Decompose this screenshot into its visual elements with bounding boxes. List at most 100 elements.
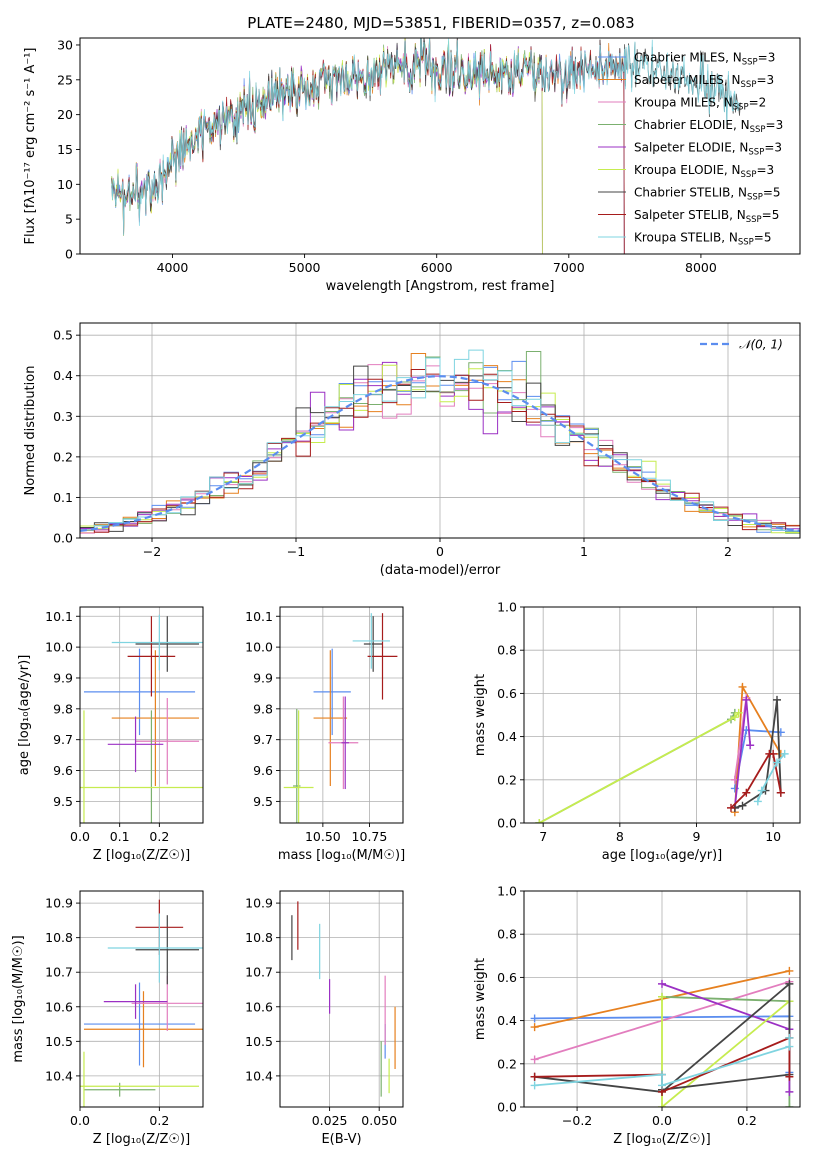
mass-vs-EBV-frame <box>279 890 404 1108</box>
x-tick-label: 0.0 <box>652 1113 672 1128</box>
x-tick-label: 0.2 <box>149 829 169 844</box>
data-point <box>313 650 348 786</box>
series-marker <box>757 786 766 795</box>
x-axis-label: (data-model)/error <box>380 563 501 578</box>
series-marker <box>780 749 789 758</box>
y-axis-label: age [log₁₀(age/yr)] <box>17 655 32 776</box>
data-point <box>352 613 390 669</box>
series-marker <box>530 1055 539 1064</box>
series-line <box>753 749 789 806</box>
series-marker <box>530 1072 539 1081</box>
y-tick-label: 25 <box>57 72 73 87</box>
series-marker <box>746 741 755 750</box>
y-tick-label: 10.0 <box>45 640 73 655</box>
series-marker <box>658 1081 666 1090</box>
y-tick-label: 9.8 <box>253 701 273 716</box>
x-axis-label: E(B-V) <box>321 1132 361 1147</box>
series-marker <box>785 966 794 975</box>
data-point <box>83 991 203 1068</box>
y-tick-label: 10.6 <box>245 999 273 1014</box>
mass-vs-Z-marks <box>80 899 203 1107</box>
x-tick-label: 10.50 <box>305 829 341 844</box>
spectrum-overlay: 4000 5000 6000 7000 8000 0 5 10 15 20 25 30 waveleng… <box>23 37 801 294</box>
data-point <box>83 648 196 736</box>
age-vs-mass-frame <box>279 606 404 824</box>
y-tick-label: 9.7 <box>253 732 273 747</box>
y-tick-label: 0.5 <box>53 328 73 343</box>
spectrum-line <box>111 38 543 254</box>
x-axis-label: wavelength [Angstrom, rest frame] <box>326 279 555 294</box>
x-tick-label: 0.0 <box>70 1113 90 1128</box>
series-marker <box>776 788 785 797</box>
series-path <box>756 753 786 802</box>
spectrum-line <box>111 38 741 235</box>
y-tick-label: 10.4 <box>45 1068 73 1083</box>
x-tick-label: 0.025 <box>312 1113 348 1128</box>
y-tick-label: 9.7 <box>53 732 73 747</box>
series-marker <box>785 979 794 988</box>
y-tick-label: 10.4 <box>245 1068 273 1083</box>
legend-entry: Chabrier STELIB, NSSP=5 <box>634 186 781 203</box>
y-axis-label: Normed distribution <box>23 366 38 496</box>
y-tick-label: 10.1 <box>45 609 73 624</box>
y-tick-label: 0.0 <box>53 531 73 546</box>
y-tick-label: 0.2 <box>53 449 73 464</box>
series-marker <box>742 788 751 797</box>
y-tick-label: 0.8 <box>497 927 517 942</box>
legend-entry: Salpeter MILES, NSSP=3 <box>634 73 774 90</box>
y-tick-label: 10.9 <box>45 896 73 911</box>
data-point <box>111 650 200 786</box>
legend-entry: Salpeter ELODIE, NSSP=3 <box>634 141 782 158</box>
age-vs-Z-grid <box>79 607 203 823</box>
y-tick-label: 10.9 <box>245 896 273 911</box>
series-line <box>727 749 785 812</box>
x-tick-label: 0.2 <box>149 1113 169 1128</box>
mass-vs-EBV-panel: 0.025 0.050 10.4 10.5 10.6 10.7 10.8 10.9 E(B-V) <box>245 890 404 1147</box>
y-tick-label: 20 <box>57 107 73 122</box>
series-marker <box>785 1033 794 1042</box>
series-marker <box>773 695 781 704</box>
y-tick-label: 0.0 <box>497 816 517 831</box>
series-marker <box>530 1014 539 1023</box>
y-tick-label: 0.4 <box>53 368 73 383</box>
mass-vs-Z-frame <box>79 890 204 1108</box>
y-tick-label: 0.6 <box>497 970 517 985</box>
histogram-step <box>80 349 800 532</box>
data-point <box>283 710 314 823</box>
series-marker <box>738 682 747 691</box>
y-tick-label: 9.5 <box>53 794 73 809</box>
data-point <box>293 708 301 823</box>
x-tick-label: 6000 <box>421 260 453 275</box>
residuals-panel: −2 −1 0 1 2 0.0 0.1 0.2 0.3 0.4 0.5 (data-model)/er… <box>23 322 801 578</box>
residuals-marks <box>80 349 800 534</box>
data-point <box>135 698 200 785</box>
spectrum-line <box>111 38 543 254</box>
series-marker <box>769 749 778 758</box>
x-tick-label: 5000 <box>289 260 321 275</box>
data-point <box>107 913 203 983</box>
y-tick-label: 10.5 <box>245 1034 273 1049</box>
y-tick-label: 0.2 <box>497 1056 517 1071</box>
x-axis-label: mass [log₁₀(M/M☉)] <box>278 848 405 863</box>
x-axis-label: Z [log₁₀(Z/Z☉)] <box>613 1132 710 1147</box>
mass-vs-EBV-grid <box>280 891 403 1107</box>
data-point <box>367 613 398 700</box>
spectrum-legend: Chabrier MILES, NSSP=3 Salpeter MILES, NS… <box>598 51 783 248</box>
x-tick-label: −2 <box>143 544 161 559</box>
x-tick-label: 2 <box>724 544 732 559</box>
mass-vs-EBV-overlay: 0.025 0.050 10.4 10.5 10.6 10.7 10.8 10.9 E(B-V) <box>245 890 404 1147</box>
age-vs-Z-frame <box>79 606 204 824</box>
y-tick-label: 9.8 <box>53 701 73 716</box>
series-marker <box>727 803 735 812</box>
y-tick-label: 1.0 <box>497 600 517 615</box>
x-tick-label: 10 <box>765 829 781 844</box>
y-tick-label: 5 <box>65 212 73 227</box>
massweight-vs-age-panel: 7 8 9 10 0.0 0.2 0.4 0.6 0.8 1.0 age [log₁₀(age/yr… <box>473 600 801 863</box>
normal-legend-label: 𝒩(0, 1) <box>739 338 783 352</box>
y-tick-label: 10.7 <box>45 965 73 980</box>
y-tick-label: 10.1 <box>245 609 273 624</box>
y-tick-label: 30 <box>57 37 73 52</box>
y-tick-label: 0.6 <box>497 686 517 701</box>
legend-entry: Salpeter STELIB, NSSP=5 <box>634 208 779 225</box>
